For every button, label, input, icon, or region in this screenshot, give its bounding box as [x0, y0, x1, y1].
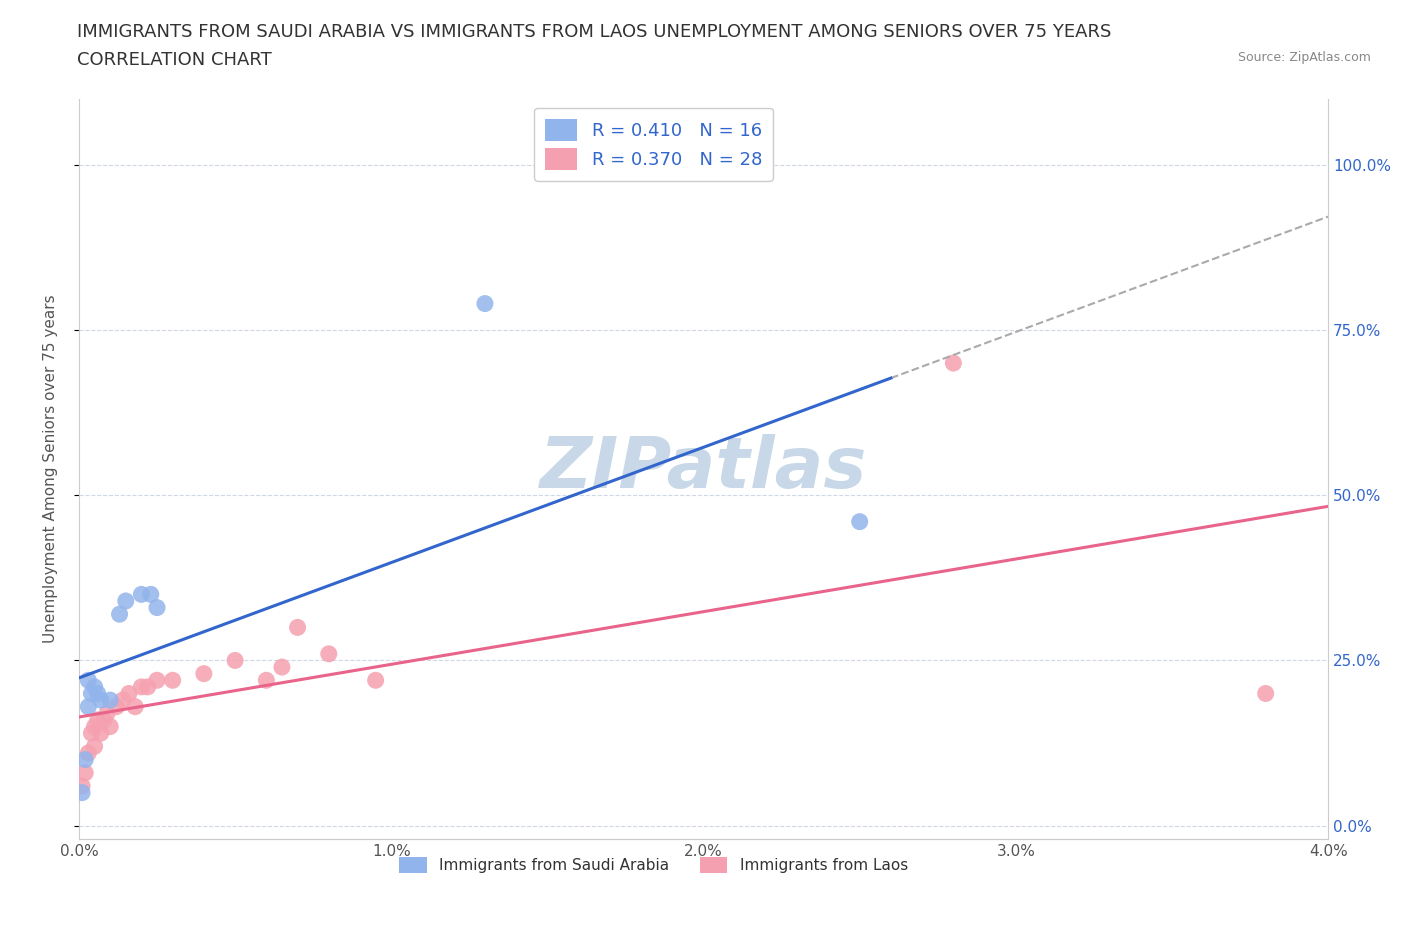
Point [83, 739, 105, 754]
Point [131, 587, 153, 602]
Point [124, 699, 146, 714]
Text: Source: ZipAtlas.com: Source: ZipAtlas.com [1237, 51, 1371, 64]
Point [146, 672, 169, 687]
Point [83, 719, 105, 734]
Point [114, 593, 136, 608]
Point [224, 653, 246, 668]
Point [77, 746, 100, 761]
Point [80, 725, 103, 740]
Y-axis label: Unemployment Among Seniors over 75 years: Unemployment Among Seniors over 75 years [44, 295, 58, 644]
Point [942, 355, 965, 370]
Point [364, 672, 387, 687]
Point [1254, 686, 1277, 701]
Point [848, 514, 870, 529]
Point [254, 672, 277, 687]
Point [77, 672, 100, 687]
Point [118, 686, 141, 701]
Point [98, 719, 121, 734]
Point [80, 686, 103, 701]
Point [105, 699, 128, 714]
Text: IMMIGRANTS FROM SAUDI ARABIA VS IMMIGRANTS FROM LAOS UNEMPLOYMENT AMONG SENIORS : IMMIGRANTS FROM SAUDI ARABIA VS IMMIGRAN… [77, 23, 1112, 41]
Point [108, 606, 131, 621]
Point [287, 620, 309, 635]
Point [75, 765, 97, 780]
Point [139, 587, 162, 602]
Point [90, 725, 112, 740]
Point [75, 752, 97, 767]
Point [111, 693, 134, 708]
Point [77, 699, 100, 714]
Point [90, 693, 112, 708]
Legend: Immigrants from Saudi Arabia, Immigrants from Laos: Immigrants from Saudi Arabia, Immigrants… [394, 851, 914, 880]
Point [474, 296, 496, 311]
Point [271, 659, 294, 674]
Point [93, 712, 115, 727]
Point [136, 680, 159, 695]
Text: ZIPatlas: ZIPatlas [540, 434, 868, 503]
Point [70, 778, 93, 793]
Point [318, 646, 340, 661]
Point [70, 785, 93, 800]
Point [86, 712, 108, 727]
Point [146, 600, 169, 615]
Text: CORRELATION CHART: CORRELATION CHART [77, 51, 273, 69]
Point [193, 666, 215, 681]
Point [86, 686, 108, 701]
Point [131, 680, 153, 695]
Point [98, 693, 121, 708]
Point [83, 680, 105, 695]
Point [162, 672, 184, 687]
Point [96, 706, 118, 721]
